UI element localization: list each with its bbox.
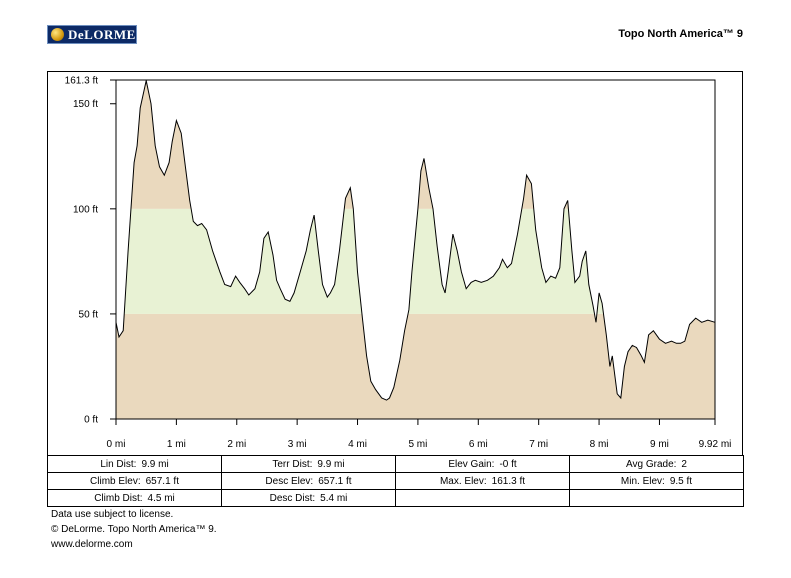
stats-cell: Desc Dist: 5.4 mi <box>221 489 396 507</box>
stat-label: Elev Gain: <box>448 458 495 470</box>
stats-row: Climb Elev: 657.1 ft Desc Elev: 657.1 ft M… <box>47 472 744 490</box>
stat-label: Max. Elev: <box>439 475 487 487</box>
y-tick-label: 0 ft <box>84 415 98 426</box>
stats-cell: Min. Elev: 9.5 ft <box>569 472 744 490</box>
stats-cell: Elev Gain: -0 ft <box>395 455 570 473</box>
elevation-band <box>116 313 715 419</box>
stat-label: Desc Elev: <box>265 475 314 487</box>
stat-value: 9.9 mi <box>317 458 345 470</box>
y-tick-label: 161.3 ft <box>65 76 99 87</box>
stat-value: 657.1 ft <box>318 475 352 487</box>
product-title: Topo North America™ 9 <box>618 28 743 40</box>
stat-value: -0 ft <box>499 458 517 470</box>
stat-value: 5.4 mi <box>320 492 348 504</box>
stats-row: Lin Dist: 9.9 mi Terr Dist: 9.9 mi Elev Ga… <box>47 455 744 473</box>
elevation-band <box>116 80 715 209</box>
delorme-logo: DeLORME <box>47 25 137 44</box>
y-tick-label: 50 ft <box>79 309 99 320</box>
stat-label: Climb Dist: <box>94 492 143 504</box>
website-link[interactable]: www.delorme.com <box>51 539 133 550</box>
elevation-line <box>115 80 716 401</box>
logo-text: DeLORME <box>68 26 136 42</box>
x-tick-label: 2 mi <box>227 439 246 450</box>
plot-area <box>115 79 716 420</box>
stats-cell: Lin Dist: 9.9 mi <box>47 455 222 473</box>
stats-cell <box>569 489 744 507</box>
elevation-profile-chart: 0 ft 50 ft 100 ft 150 ft 161.3 ft 0 mi 1 mi 2 m… <box>65 76 732 451</box>
stat-value: 2 <box>681 458 687 470</box>
copyright-note: © DeLorme. Topo North America™ 9. <box>51 524 217 535</box>
x-tick-label: 8 mi <box>590 439 609 450</box>
x-tick-label: 4 mi <box>348 439 367 450</box>
stats-cell: Climb Elev: 657.1 ft <box>47 472 222 490</box>
y-tick-label: 100 ft <box>73 204 98 215</box>
stat-label: Lin Dist: <box>100 458 137 470</box>
stats-table: Lin Dist: 9.9 mi Terr Dist: 9.9 mi Elev Ga… <box>47 455 744 507</box>
globe-icon <box>51 28 64 41</box>
elevation-band <box>116 208 715 314</box>
stat-value: 161.3 ft <box>491 475 526 487</box>
x-tick-label: 6 mi <box>469 439 488 450</box>
stat-value: 4.5 mi <box>147 492 175 504</box>
stat-label: Avg Grade: <box>626 458 677 470</box>
stats-cell: Max. Elev: 161.3 ft <box>395 472 570 490</box>
stats-cell: Desc Elev: 657.1 ft <box>221 472 396 490</box>
stat-label: Desc Dist: <box>269 492 316 504</box>
x-tick-label: 3 mi <box>288 439 307 450</box>
stat-label: Terr Dist: <box>272 458 313 470</box>
x-tick-label: 0 mi <box>107 439 126 450</box>
y-tick-label: 150 ft <box>73 99 98 110</box>
stats-cell: Terr Dist: 9.9 mi <box>221 455 396 473</box>
stats-cell <box>395 489 570 507</box>
x-tick-label: 9.92 mi <box>699 439 732 450</box>
stat-value: 9.5 ft <box>669 475 693 487</box>
stats-cell: Climb Dist: 4.5 mi <box>47 489 222 507</box>
x-tick-label: 9 mi <box>650 439 669 450</box>
license-note: Data use subject to license. <box>51 509 174 520</box>
x-tick-label: 1 mi <box>167 439 186 450</box>
stat-value: 657.1 ft <box>145 475 179 487</box>
x-tick-label: 7 mi <box>529 439 548 450</box>
stats-row: Climb Dist: 4.5 mi Desc Dist: 5.4 mi <box>47 489 744 507</box>
stat-label: Min. Elev: <box>620 475 665 487</box>
stat-label: Climb Elev: <box>90 475 141 487</box>
stats-cell: Avg Grade: 2 <box>569 455 744 473</box>
x-tick-label: 5 mi <box>408 439 427 450</box>
stat-value: 9.9 mi <box>141 458 169 470</box>
